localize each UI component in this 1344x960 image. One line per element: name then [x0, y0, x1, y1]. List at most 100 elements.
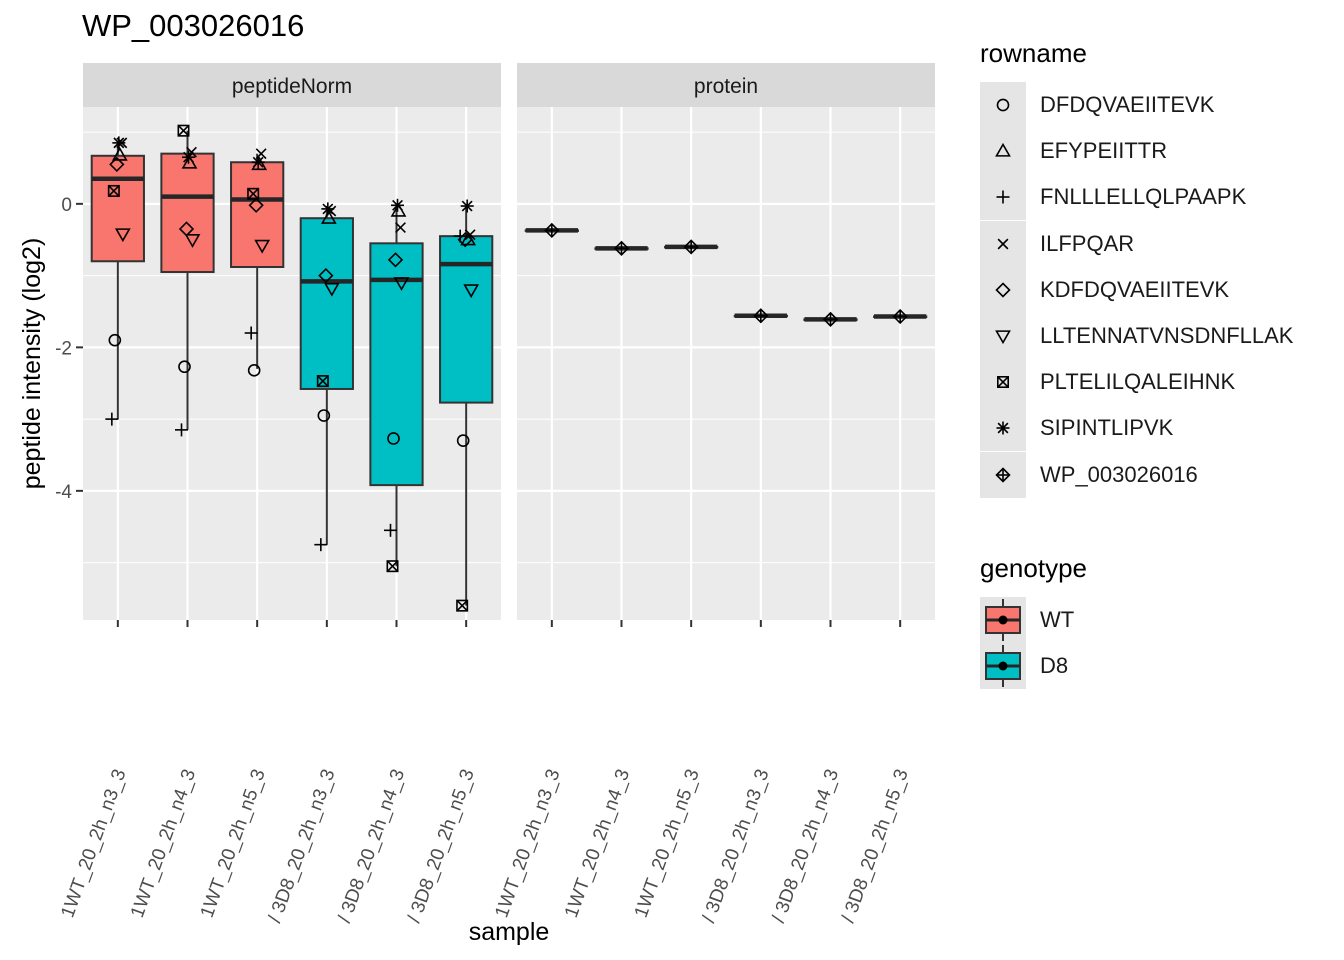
data-point: [683, 239, 699, 255]
x-tick-label: / 3D8_20_2h_n4_3: [334, 767, 409, 926]
legend-marker: [995, 282, 1011, 298]
facet-strip: [83, 63, 501, 107]
marker-square-diag-b: [997, 376, 1009, 388]
legend-label: D8: [1040, 653, 1069, 679]
data-point: [393, 277, 410, 291]
swatch-dot: [998, 615, 1008, 625]
legend-marker: [995, 466, 1011, 483]
legend-marker: [997, 238, 1009, 250]
marker-asterisk-b: [392, 199, 403, 211]
legend-marker: [996, 376, 1009, 389]
x-tick-label: 1WT_20_2h_n5_3: [197, 767, 270, 921]
data-point: [822, 311, 839, 328]
marker-asterisk-b: [252, 156, 264, 168]
marker-diamond: [318, 267, 334, 284]
legend-key-plus: [980, 174, 1026, 221]
legend-label: FNLLLELLQLPAAPK: [1040, 184, 1247, 210]
x-tick-label: 1WT_20_2h_n4_3: [561, 767, 634, 921]
marker-triangle-down: [463, 284, 480, 299]
marker-circle: [456, 434, 470, 447]
data-point: [105, 412, 119, 426]
marker-diamond: [109, 156, 125, 173]
data-point: [254, 239, 271, 254]
data-point: [248, 197, 264, 213]
marker-triangle-down: [995, 330, 1011, 345]
marker-square-diag-b: [108, 185, 120, 197]
marker-cross-b: [464, 229, 476, 241]
legend-label: KDFDQVAEIITEVK: [1040, 276, 1230, 302]
marker-triangle-down: [114, 228, 131, 243]
marker-diamond: [387, 252, 404, 268]
chart-title: WP_003026016: [82, 8, 305, 43]
marker-square: [247, 187, 260, 200]
legend-label: WP_003026016: [1040, 461, 1198, 487]
marker-circle: [108, 333, 122, 347]
boxplot-peptideNorm-5: [439, 206, 494, 606]
x-tick-label: / 3D8_20_2h_n5_3: [404, 767, 479, 926]
data-point: [316, 375, 329, 388]
marker-triangle-down: [393, 277, 410, 291]
marker-circle: [317, 409, 331, 422]
legend-key-cross: [980, 220, 1026, 267]
box-body: [90, 154, 145, 263]
data-point: [387, 432, 400, 445]
y-axis-title: peptide intensity (log2): [18, 238, 46, 490]
legend-label: ILFPQAR: [1040, 230, 1135, 256]
marker-square-diag-b: [456, 599, 468, 612]
data-point: [178, 360, 191, 374]
marker-triangle-down: [254, 239, 271, 254]
data-point: [112, 136, 126, 150]
marker-square: [107, 184, 120, 197]
facet-strip: [517, 63, 935, 107]
box-body: [160, 152, 215, 274]
diamond-icon: [995, 282, 1011, 298]
data-point: [387, 252, 404, 268]
marker-square-diag-b: [177, 124, 190, 137]
legend-rowname-title: rowname: [980, 38, 1087, 68]
legend-key-genotype: [980, 643, 1026, 690]
legend-marker: [995, 143, 1011, 157]
data-point: [384, 523, 397, 537]
x-tick-label: 1WT_20_2h_n5_3: [631, 767, 704, 921]
marker-asterisk-b: [183, 151, 194, 163]
data-point: [457, 232, 473, 248]
y-tick-label: -2: [55, 338, 72, 359]
marker-asterisk-b: [322, 203, 334, 215]
legend-label: WT: [1040, 607, 1075, 632]
data-point: [108, 333, 122, 347]
marker-square: [316, 375, 329, 388]
marker-circle: [178, 360, 191, 374]
asterisk-icon: [996, 421, 1010, 435]
box-body: [439, 235, 494, 404]
x-tick-label: / 3D8_20_2h_n4_3: [768, 767, 843, 926]
data-point: [323, 282, 340, 297]
y-tick-label: 0: [61, 195, 72, 216]
data-point: [391, 198, 404, 212]
marker-asterisk-b: [461, 200, 473, 212]
box-body: [299, 217, 354, 390]
data-point: [321, 202, 335, 216]
data-point: [464, 229, 476, 241]
cross-icon: [997, 238, 1009, 250]
data-point: [320, 210, 337, 224]
legend-key-triangle-down: [980, 313, 1026, 359]
x-tick-label: / 3D8_20_2h_n3_3: [699, 767, 774, 926]
data-point: [177, 124, 190, 137]
panel-background: [517, 107, 935, 620]
boxplot-peptideNorm-4: [369, 205, 424, 567]
legend-key-diamond-plus: [980, 451, 1026, 498]
marker-triangle-down: [323, 282, 340, 297]
marker-square: [996, 376, 1009, 389]
data-point: [318, 267, 334, 284]
data-point: [463, 284, 480, 299]
square-cross-icon: [996, 376, 1009, 389]
boxplot-peptideNorm-1: [160, 130, 215, 430]
marker-circle: [996, 98, 1010, 112]
legend-label: LLTENNATVNSDNFLLAK: [1040, 323, 1294, 348]
data-point: [613, 240, 630, 256]
data-point: [175, 423, 188, 437]
marker-square-diag-b: [247, 188, 259, 200]
marker-triangle: [995, 143, 1011, 157]
box-body: [369, 242, 424, 487]
